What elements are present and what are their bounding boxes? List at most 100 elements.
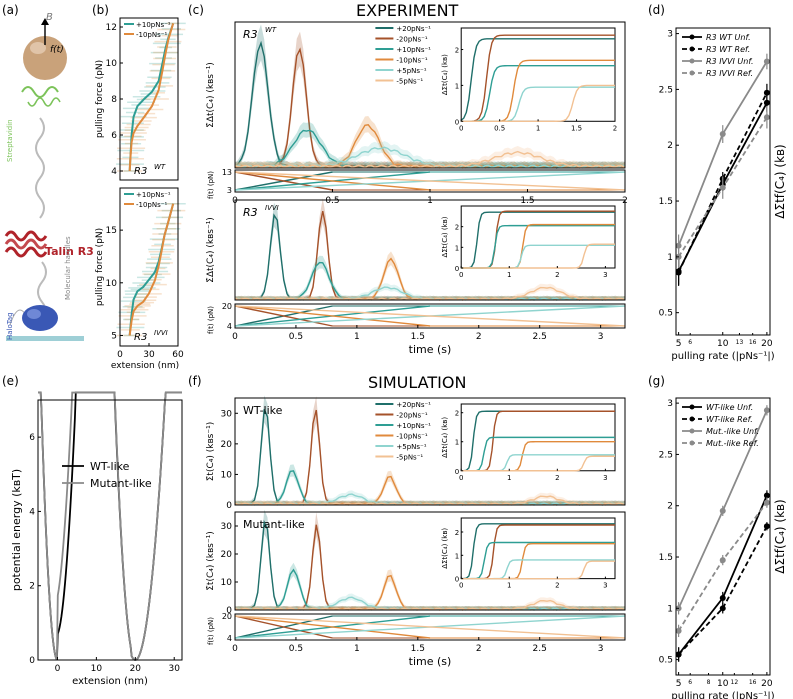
streptavidin-shape-2 bbox=[27, 97, 61, 107]
legend-label: -10pNs⁻¹ bbox=[396, 57, 427, 65]
halotag-highlight bbox=[27, 309, 41, 319]
force-x-tick-label: 0.5 bbox=[289, 332, 303, 342]
y-tick-label: 8 bbox=[111, 95, 117, 105]
y-axis-label: Σ̇Δt(C₄) (kʙs⁻¹) bbox=[206, 217, 216, 283]
y-axis-label: ΔΣtf(C₄) (kʙ) bbox=[773, 499, 787, 573]
legend-label: -5pNs⁻¹ bbox=[396, 454, 423, 462]
y-axis-label: potential energy (kʙT) bbox=[10, 469, 23, 591]
inset-series-2 bbox=[461, 541, 615, 580]
surface bbox=[6, 336, 84, 341]
legend-marker bbox=[689, 58, 695, 64]
y-tick-label: 1 bbox=[667, 253, 673, 263]
series-line-1 bbox=[677, 525, 768, 656]
y-tick-label: 15 bbox=[106, 226, 117, 236]
panel-b-top: 4 6 8 10 12 +10pNs⁻¹ -10pNs⁻¹ R3 WT pulling force… bbox=[95, 17, 186, 181]
series-band-0 bbox=[235, 202, 625, 300]
inset-x-tick-label: 3 bbox=[603, 271, 607, 279]
panel-c-top: Σ̇Δt(C₄) (kʙs⁻¹) R3 WT +20pNs⁻¹ -20pNs⁻¹ +10p… bbox=[206, 21, 628, 206]
force-x-tick-label: 1 bbox=[427, 196, 433, 206]
inset-x-tick-label: 0 bbox=[459, 474, 463, 482]
inset-series-2 bbox=[461, 436, 615, 472]
molecular-handle-top bbox=[35, 117, 45, 219]
inset-x-tick-label: 0 bbox=[459, 124, 463, 132]
series-band-5 bbox=[235, 597, 625, 610]
y-tick-label: 4 bbox=[29, 507, 35, 517]
force-y-tick-label: 20 bbox=[222, 612, 232, 621]
data-point bbox=[675, 651, 682, 658]
data-point bbox=[763, 499, 770, 506]
inset-x-tick-label: 1 bbox=[507, 271, 511, 279]
force-strip-frame bbox=[234, 613, 626, 641]
inset-x-tick-label: 0.5 bbox=[494, 124, 505, 132]
y-tick-label: 20 bbox=[221, 550, 233, 560]
panel-label-g: (g) bbox=[648, 374, 665, 388]
field-arrowhead bbox=[41, 18, 49, 25]
inset-label-sup: WT bbox=[154, 163, 166, 171]
force-y-tick-label: 4 bbox=[227, 322, 232, 331]
x-minor-tick-label: 6 bbox=[688, 679, 692, 686]
x-axis-label: extension (nm) bbox=[72, 676, 148, 687]
inset-y-tick-label: 1 bbox=[455, 439, 459, 447]
data-point bbox=[719, 595, 726, 602]
x-axis-label: time (s) bbox=[409, 343, 452, 356]
force-ramp-down-0 bbox=[234, 615, 333, 639]
force-x-tick-label: 1 bbox=[354, 644, 360, 654]
force-y-tick-label: 3 bbox=[227, 186, 232, 195]
legend-label: -20pNs⁻¹ bbox=[396, 36, 427, 44]
force-y-label: f(t) (pN) bbox=[207, 171, 215, 199]
series-band-3 bbox=[235, 470, 625, 505]
inset-label: R3 bbox=[243, 28, 258, 41]
inset-y-tick-label: 1 bbox=[455, 244, 459, 252]
data-point bbox=[719, 557, 726, 564]
x-tick-label: 30 bbox=[168, 664, 180, 674]
inset-frame bbox=[460, 27, 616, 122]
inset-series-2 bbox=[461, 64, 615, 122]
x-axis-label: time (s) bbox=[409, 655, 452, 668]
legend-marker bbox=[689, 46, 695, 52]
x-axis-label: pulling rate (|pNs⁻¹|) bbox=[671, 351, 774, 362]
inset-label: Mutant-like bbox=[243, 518, 305, 531]
force-x-tick-label: 2 bbox=[476, 332, 482, 342]
inset-y-tick-label: 2 bbox=[455, 410, 459, 418]
halotag-label: HaloTag bbox=[6, 312, 14, 340]
x-tick-label: 30 bbox=[143, 350, 155, 360]
legend-label: R3 IVVI Ref. bbox=[706, 69, 753, 78]
legend-label: R3 WT Unf. bbox=[706, 33, 751, 42]
inset-series-5 bbox=[461, 243, 615, 269]
x-tick-label: 20 bbox=[130, 664, 142, 674]
inset-x-tick-label: 0 bbox=[459, 271, 463, 279]
force-x-tick-label: 1.5 bbox=[520, 196, 534, 206]
legend-marker bbox=[689, 70, 695, 76]
y-axis-label: ΔΣtf(C₄) (kʙ) bbox=[773, 144, 787, 218]
y-tick-label: 1.5 bbox=[659, 553, 673, 563]
force-label: f(t) bbox=[50, 45, 64, 55]
legend-label: WT-like bbox=[90, 460, 130, 473]
inset-y-tick-label: 1 bbox=[455, 82, 459, 90]
x-tick-label: 0 bbox=[55, 664, 61, 674]
data-point bbox=[763, 99, 770, 106]
legend-label: Mutant-like bbox=[90, 477, 152, 490]
x-tick-label: 5 bbox=[676, 339, 682, 349]
simulation-title: SIMULATION bbox=[368, 373, 466, 392]
inset-series-0 bbox=[461, 523, 615, 580]
streptavidin-shape bbox=[21, 86, 59, 98]
legend-label: Mut.-like Unf. bbox=[706, 427, 759, 436]
panel-label-b: (b) bbox=[92, 3, 109, 17]
panel-label-e: (e) bbox=[2, 374, 19, 388]
data-point bbox=[763, 58, 770, 65]
legend-marker bbox=[689, 440, 695, 446]
force-y-tick-label: 20 bbox=[222, 302, 232, 311]
y-tick-label: 2 bbox=[667, 502, 673, 512]
force-x-tick-label: 2 bbox=[476, 644, 482, 654]
panel-a-schematic: B f(t) Streptavidin Talin R3 Molecular h… bbox=[4, 12, 94, 341]
force-x-tick-label: 1.5 bbox=[411, 644, 425, 654]
inset-series-1 bbox=[461, 410, 615, 472]
series-line-2 bbox=[677, 61, 768, 247]
x-minor-tick-label: 8 bbox=[707, 679, 711, 686]
series-band-5 bbox=[235, 492, 625, 505]
data-point bbox=[763, 492, 770, 499]
x-tick-label: 10 bbox=[717, 339, 729, 349]
force-y-tick-label: 13 bbox=[222, 168, 232, 177]
force-y-tick-label: 4 bbox=[227, 634, 232, 643]
legend-label: +20pNs⁻¹ bbox=[396, 25, 431, 33]
